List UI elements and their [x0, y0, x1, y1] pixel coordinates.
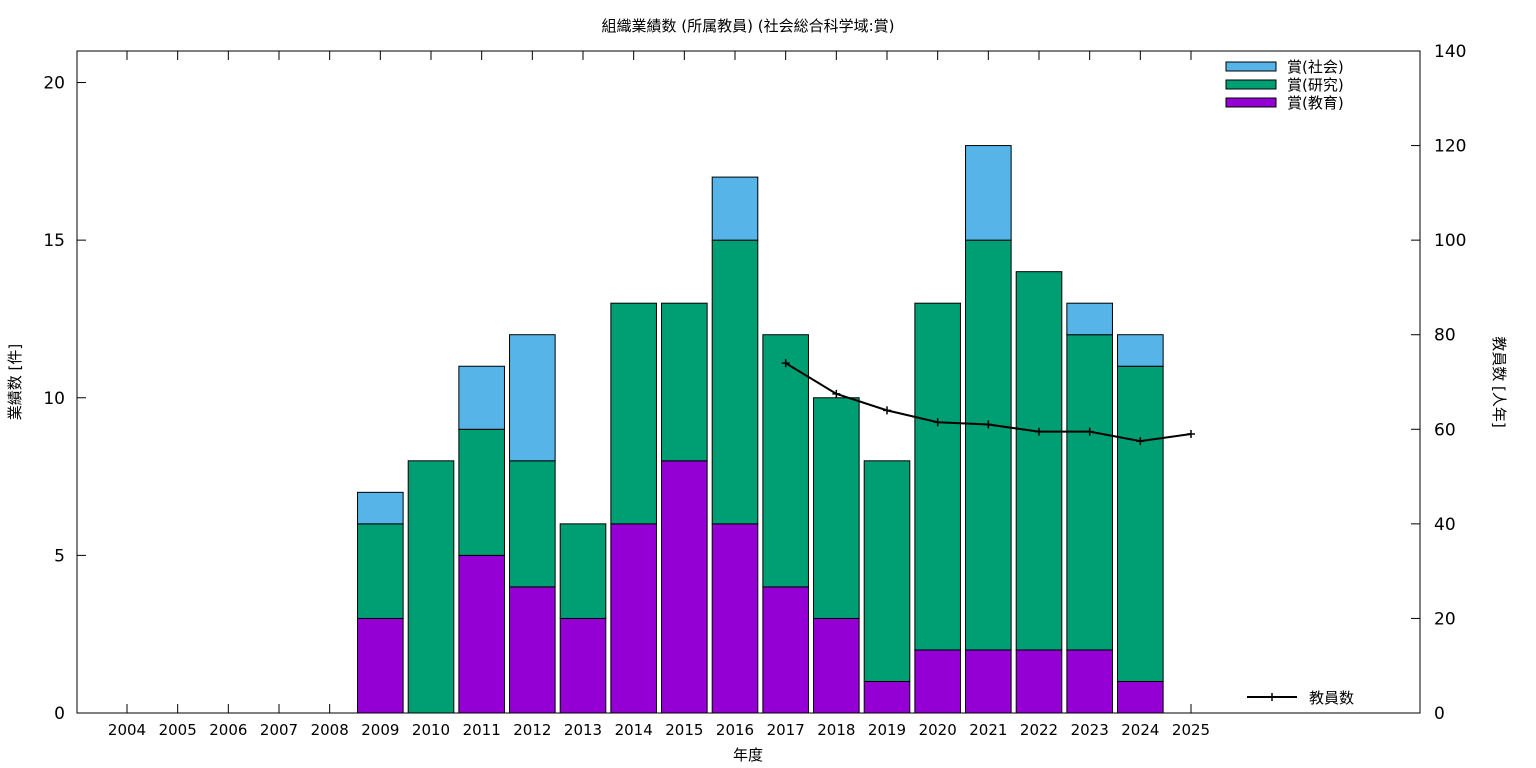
bar-segment	[965, 239, 1012, 651]
x-tick-label: 2006	[209, 721, 247, 739]
legend-swatch	[1225, 61, 1277, 72]
bar-segment	[762, 586, 809, 714]
bar-segment	[610, 302, 657, 525]
y2-tick-label: 40	[1434, 515, 1456, 535]
x-tick-label: 2013	[564, 721, 602, 739]
x-tick-label: 2017	[767, 721, 805, 739]
legend-swatch	[1225, 79, 1277, 90]
bar-segment	[1066, 649, 1113, 714]
bar-segment	[357, 523, 404, 619]
y2-tick-label: 140	[1434, 42, 1466, 62]
x-tick-label: 2012	[513, 721, 551, 739]
line-point	[832, 389, 841, 398]
line-point	[883, 406, 891, 415]
bar-segment	[1117, 365, 1164, 682]
bar-segment	[661, 302, 708, 462]
line-point	[1085, 427, 1094, 436]
x-axis-label: 年度	[733, 746, 763, 764]
line-point	[1187, 430, 1195, 439]
x-tick-label: 2004	[108, 721, 146, 739]
line-point	[984, 420, 993, 429]
y-tick-label: 0	[54, 704, 65, 724]
legend-label: 賞(教育)	[1287, 94, 1344, 112]
y2-tick-label: 80	[1434, 326, 1456, 346]
y-tick-label: 5	[54, 546, 65, 566]
bar-segment	[863, 680, 911, 714]
y2-tick-label: 120	[1434, 137, 1466, 157]
bar-segment	[458, 365, 505, 430]
x-tick-label: 2010	[412, 721, 450, 739]
y-tick-label: 20	[43, 74, 65, 94]
bar-segment	[863, 460, 911, 682]
bar-segment	[1015, 649, 1063, 714]
plot-area: 0 5 10 15 20 0 20 40 60 80 100 120 140 2004 2005 2006 20…	[43, 42, 1466, 739]
x-tick-label: 2022	[1020, 721, 1058, 739]
x-tick-label: 2020	[919, 721, 957, 739]
bar-segment	[509, 334, 556, 462]
bar-segment	[357, 617, 404, 714]
x-tick-label: 2025	[1172, 721, 1210, 739]
bar-segment	[559, 617, 607, 714]
bar-segment	[711, 523, 759, 714]
bar-segment	[813, 397, 860, 619]
bar-segment	[914, 649, 961, 714]
y2-tick-label: 20	[1434, 609, 1456, 629]
bar-segment	[458, 554, 505, 714]
bar-segment	[711, 239, 759, 525]
x-tick-label: 2019	[868, 721, 906, 739]
y2-tick-label: 0	[1434, 704, 1445, 724]
bar-segment	[1117, 680, 1164, 714]
y2-tick-label: 60	[1434, 420, 1456, 440]
bar-segment	[813, 617, 860, 714]
x-tick-label: 2024	[1121, 721, 1159, 739]
bar-segment	[965, 145, 1012, 241]
line-point	[781, 359, 790, 368]
bar-segment	[1117, 334, 1164, 367]
x-tick-label: 2014	[615, 721, 653, 739]
chart-title: 組織業績数 (所属教員) (社会総合科学域:賞)	[602, 17, 895, 35]
legend-label: 賞(研究)	[1287, 76, 1344, 94]
line-point	[933, 418, 942, 427]
bar-segment	[661, 460, 708, 714]
line-legend-marker	[1268, 693, 1276, 701]
bar-segment	[762, 334, 809, 588]
line-legend-label: 教員数	[1309, 689, 1354, 707]
x-tick-label: 2021	[969, 721, 1007, 739]
legend-swatch	[1225, 97, 1277, 108]
y-tick-label: 15	[43, 231, 65, 251]
bar-segment	[357, 491, 404, 525]
bar-segment	[509, 586, 556, 714]
bar-segment	[965, 649, 1012, 714]
bar-segment	[1015, 271, 1063, 651]
x-tick-label: 2015	[665, 721, 703, 739]
bar-segment	[1066, 302, 1113, 336]
x-tick-label: 2023	[1071, 721, 1109, 739]
y2-tick-label: 100	[1434, 231, 1466, 251]
bar-segment	[559, 523, 607, 619]
bar-segment	[407, 460, 455, 714]
y2-axis-label: 教員数 [人年]	[1490, 336, 1508, 427]
x-tick-label: 2011	[463, 721, 501, 739]
x-tick-label: 2008	[311, 721, 349, 739]
y-tick-label: 10	[43, 389, 65, 409]
bar-segment	[509, 460, 556, 588]
bar-segment	[458, 428, 505, 556]
x-tick-label: 2007	[260, 721, 298, 739]
x-tick-label: 2016	[716, 721, 754, 739]
bar-segment	[914, 302, 961, 651]
bar-segment	[711, 176, 759, 241]
line-point	[1035, 427, 1043, 436]
line-point	[1136, 437, 1145, 446]
bar-segment	[1066, 334, 1113, 651]
x-tick-label: 2018	[817, 721, 855, 739]
bar-segment	[610, 523, 657, 714]
x-tick-label: 2005	[159, 721, 197, 739]
y-axis-label: 業績数 [件]	[6, 344, 24, 420]
legend-label: 賞(社会)	[1287, 58, 1344, 76]
x-tick-label: 2009	[361, 721, 399, 739]
